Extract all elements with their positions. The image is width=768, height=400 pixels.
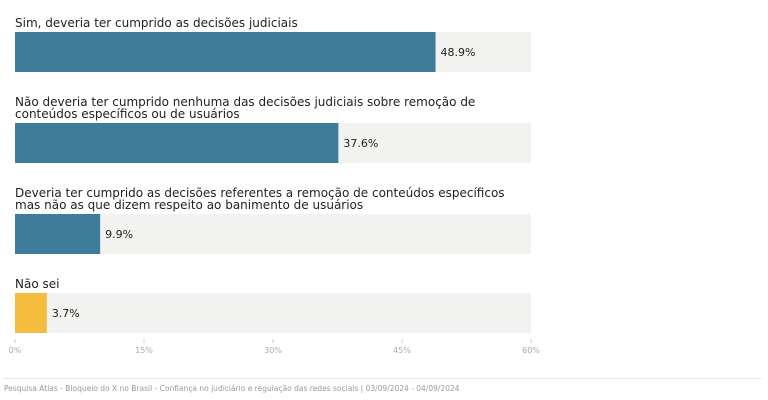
x-tick-label: 30% [264,346,282,355]
bar-track [15,293,531,333]
category-label: Não deveria ter cumprido nenhuma das dec… [15,95,475,121]
bar-chart: Sim, deveria ter cumprido as decisões ju… [9,16,541,355]
x-tick-label: 0% [9,346,22,355]
x-tick-label: 45% [393,346,411,355]
source-note: Pesquisa Atlas - Bloqueio do X no Brasil… [4,384,460,393]
bar [15,32,436,72]
value-label: 9.9% [105,228,133,241]
bar [15,293,47,333]
bar [15,123,339,163]
value-label: 37.6% [343,137,378,150]
value-label: 3.7% [52,307,80,320]
bar-group: Não sei 3.7% [15,277,531,333]
x-tick-label: 15% [135,346,153,355]
footer-divider [4,378,762,379]
bar [15,214,101,254]
bar-group: Deveria ter cumprido as decisões referen… [15,186,531,254]
category-label: Deveria ter cumprido as decisões referen… [15,186,505,212]
x-tick-label: 60% [522,346,540,355]
bar-group: Sim, deveria ter cumprido as decisões ju… [15,16,531,72]
x-axis: 0% 15% 30% 45% 60% [9,339,540,355]
value-label: 48.9% [441,46,476,59]
category-label: Não sei [15,277,59,291]
bar-group: Não deveria ter cumprido nenhuma das dec… [15,95,531,163]
category-label: Sim, deveria ter cumprido as decisões ju… [15,16,298,30]
bar-track [15,214,531,254]
